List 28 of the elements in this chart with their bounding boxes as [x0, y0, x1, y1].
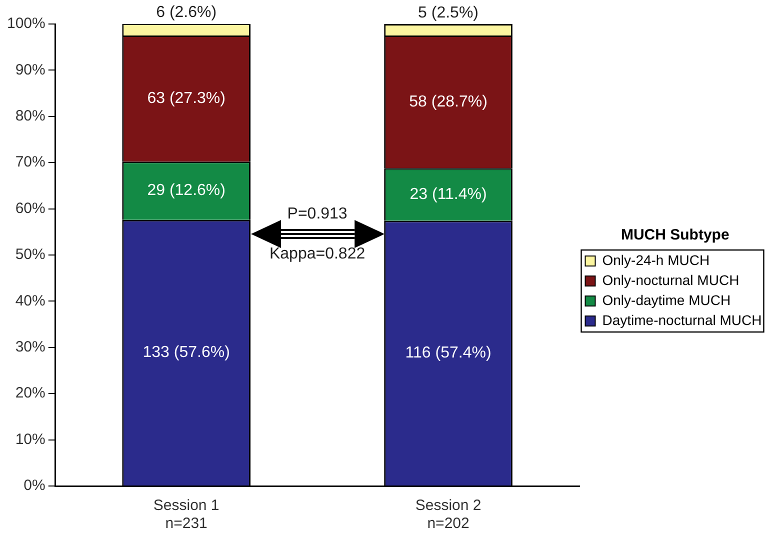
annotation: Kappa=0.822	[269, 246, 366, 263]
data-label: 133 (57.6%)	[142, 344, 230, 362]
data-label: 58 (28.7%)	[409, 93, 488, 110]
annotation: P=0.913	[287, 206, 348, 223]
y-tick-label: 100%	[6, 15, 46, 32]
data-label: 6 (2.6%)	[156, 4, 217, 21]
legend-label: Only-daytime MUCH	[602, 292, 731, 308]
legend-label: Only-24-h MUCH	[602, 252, 710, 268]
legend-title: MUCH Subtype	[620, 226, 730, 244]
data-label: 23 (11.4%)	[410, 186, 487, 203]
y-tick-label: 10%	[15, 430, 46, 448]
x-tick-label: Session 1 n=231	[153, 497, 220, 532]
y-tick-label: 90%	[15, 61, 46, 78]
data-label: 29 (12.6%)	[147, 182, 226, 200]
data-label: 63 (27.3%)	[147, 90, 226, 108]
y-tick-label: 0%	[24, 477, 46, 494]
y-tick-label: 30%	[15, 338, 46, 356]
legend-label: Only-nocturnal MUCH	[602, 272, 740, 288]
y-tick-label: 50%	[15, 246, 46, 264]
y-tick-label: 60%	[15, 200, 46, 217]
legend-label: Daytime-nocturnal MUCH	[602, 312, 762, 328]
x-tick-label: Session 2 n=202	[415, 497, 482, 532]
data-label: 116 (57.4%)	[405, 344, 492, 362]
y-tick-label: 20%	[15, 384, 46, 402]
y-tick-label: 70%	[15, 154, 46, 171]
y-tick-label: 80%	[15, 108, 46, 125]
y-tick-label: 40%	[15, 292, 46, 310]
data-label: 5 (2.5%)	[418, 4, 479, 22]
